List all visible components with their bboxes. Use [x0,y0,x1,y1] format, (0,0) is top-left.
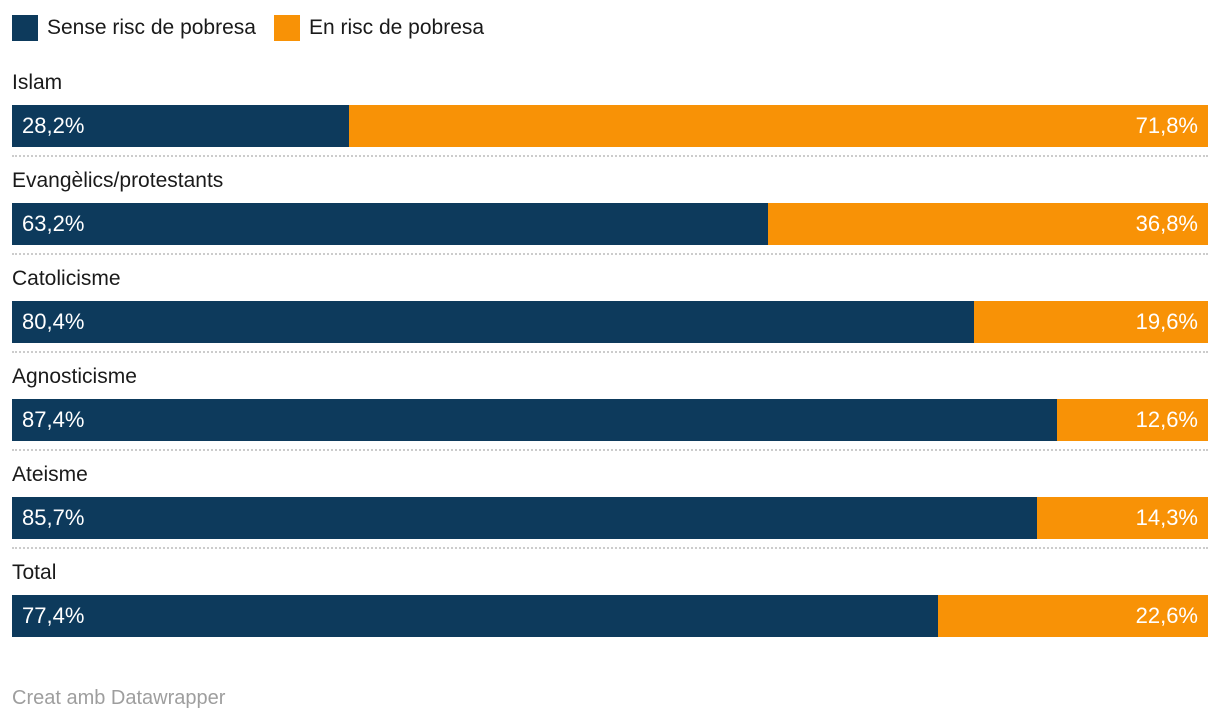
bar-segment-no-poverty-risk: 77,4% [12,595,938,637]
bar-track: 85,7% 14,3% [12,497,1208,539]
legend-label: En risc de pobresa [308,16,485,39]
bar-value-label: 28,2% [22,113,85,138]
bar-segment-poverty-risk: 14,3% [1036,497,1208,539]
bar-row: Ateisme 85,7% 14,3% [12,451,1208,549]
bar-row: Agnosticisme 87,4% 12,6% [12,353,1208,451]
bar-segment-poverty-risk: 22,6% [937,595,1208,637]
bar-track: 77,4% 22,6% [12,595,1208,637]
bar-track: 63,2% 36,8% [12,203,1208,245]
bar-value-label: 77,4% [22,603,85,628]
legend-swatch-icon [12,15,38,41]
bar-segment-no-poverty-risk: 80,4% [12,301,974,343]
legend-label: Sense risc de pobresa [47,16,256,39]
bar-track: 28,2% 71,8% [12,105,1208,147]
bar-segment-no-poverty-risk: 28,2% [12,105,350,147]
bar-value-label: 19,6% [1135,309,1198,334]
bar-value-label: 12,6% [1135,407,1198,432]
category-label: Islam [12,71,63,94]
bar-value-label: 36,8% [1135,211,1198,236]
bar-row: Islam 28,2% 71,8% [12,59,1208,157]
bar-segment-poverty-risk: 12,6% [1057,399,1208,441]
category-label: Agnosticisme [12,365,137,388]
bar-value-label: 80,4% [22,309,85,334]
legend: Sense risc de pobresa En risc de pobresa [12,15,1208,41]
category-label: Catolicisme [12,267,121,290]
bar-segment-poverty-risk: 19,6% [973,301,1208,343]
bar-row: Catolicisme 80,4% 19,6% [12,255,1208,353]
bar-segment-poverty-risk: 36,8% [767,203,1208,245]
bar-row: Evangèlics/protestants 63,2% 36,8% [12,157,1208,255]
legend-item: En risc de pobresa [273,15,485,41]
bar-segment-no-poverty-risk: 85,7% [12,497,1037,539]
category-label: Total [12,561,57,584]
bar-segment-poverty-risk: 71,8% [349,105,1208,147]
chart-footer: Creat amb Datawrapper [12,687,1208,710]
bar-value-label: 71,8% [1135,113,1198,138]
datawrapper-credit-link[interactable]: Creat amb Datawrapper [12,687,226,709]
bar-row: Total 77,4% 22,6% [12,549,1208,645]
bar-value-label: 87,4% [22,407,85,432]
bar-segment-no-poverty-risk: 87,4% [12,399,1058,441]
legend-item: Sense risc de pobresa [12,15,256,41]
category-label: Evangèlics/protestants [12,169,224,192]
bar-track: 80,4% 19,6% [12,301,1208,343]
bar-value-label: 63,2% [22,211,85,236]
category-label: Ateisme [12,463,88,486]
bar-value-label: 85,7% [22,505,85,530]
bar-segment-no-poverty-risk: 63,2% [12,203,768,245]
bar-rows: Islam 28,2% 71,8% Evangèlics/protestants 63,… [12,59,1208,645]
bar-value-label: 22,6% [1135,603,1198,628]
legend-swatch-icon [273,15,300,41]
bar-value-label: 14,3% [1135,505,1198,530]
bar-track: 87,4% 12,6% [12,399,1208,441]
